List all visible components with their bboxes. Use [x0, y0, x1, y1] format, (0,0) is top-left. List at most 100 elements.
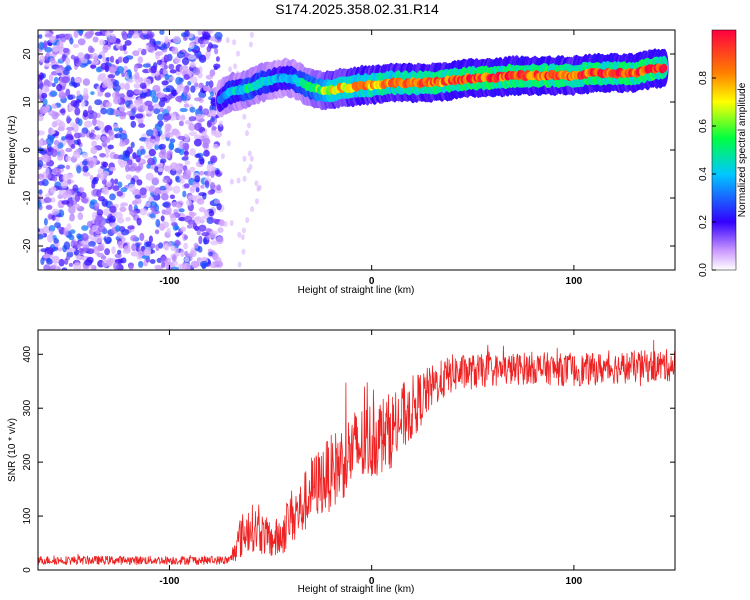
heatmap-cell	[81, 197, 89, 204]
heatmap-cell	[172, 185, 181, 194]
heatmap-cell	[49, 197, 56, 203]
heatmap-cell	[129, 103, 135, 109]
heatmap-cell	[41, 92, 48, 99]
heatmap-cell	[187, 195, 197, 201]
heatmap-cell	[90, 264, 95, 270]
heatmap-cell	[217, 227, 224, 234]
x-tick-label: -100	[159, 276, 179, 287]
y-tick-label: 0	[22, 147, 33, 153]
heatmap-cell	[254, 180, 259, 187]
x-tick-label: 100	[566, 276, 583, 287]
heatmap-cell	[117, 158, 123, 165]
heatmap-cell	[237, 231, 242, 238]
heatmap-cell	[53, 238, 59, 244]
heatmap-cell	[201, 262, 207, 269]
heatmap-cell	[143, 30, 148, 35]
heatmap-cell	[52, 175, 58, 182]
heatmap-cell	[78, 186, 84, 193]
heatmap-cell	[125, 174, 132, 180]
heatmap-cell	[70, 122, 76, 128]
heatmap-cell	[187, 54, 197, 60]
heatmap-cell	[49, 264, 57, 270]
heatmap-cell	[163, 243, 170, 251]
heatmap-cell	[113, 153, 120, 160]
heatmap-cell	[137, 56, 144, 64]
heatmap-cell	[87, 113, 94, 120]
heatmap-cell	[163, 113, 172, 121]
heatmap-cell	[128, 30, 135, 36]
heatmap-cell	[123, 245, 131, 252]
heatmap-cell	[135, 155, 141, 163]
heatmap-cell	[205, 81, 210, 86]
heatmap-cell	[46, 247, 54, 255]
heatmap-cell	[73, 203, 81, 209]
heatmap-cell	[48, 110, 56, 117]
heatmap-cell	[155, 219, 161, 228]
heatmap-cell	[54, 222, 61, 229]
heatmap-cell	[169, 194, 175, 200]
heatmap-cell	[198, 170, 205, 176]
heatmap-cell	[134, 194, 141, 199]
heatmap-cell	[67, 94, 74, 101]
heatmap-cell	[207, 190, 215, 195]
heatmap-cell	[178, 120, 184, 127]
heatmap-cell	[168, 141, 174, 150]
colorbar-tick-label: 0.8	[698, 71, 709, 85]
heatmap-cell	[153, 103, 160, 110]
heatmap-cell	[43, 40, 48, 49]
heatmap-cell	[141, 255, 150, 260]
heatmap-cell	[214, 47, 219, 55]
heatmap-cell	[122, 156, 130, 162]
heatmap-cell	[236, 177, 241, 184]
heatmap-cell	[139, 208, 148, 216]
heatmap-cell	[125, 55, 134, 60]
heatmap-cell	[147, 30, 152, 35]
heatmap-cell	[208, 80, 214, 89]
heatmap-cell	[194, 97, 203, 102]
heatmap-cell	[189, 106, 196, 113]
heatmap-cell	[82, 152, 89, 159]
heatmap-cell	[49, 90, 58, 97]
heatmap-cell	[171, 89, 178, 96]
heatmap-cell	[232, 39, 237, 46]
heatmap-cell	[97, 245, 104, 252]
heatmap-cell	[65, 64, 71, 70]
heatmap-cell	[124, 82, 130, 91]
heatmap-cell	[76, 233, 82, 240]
heatmap-cell	[112, 124, 119, 129]
heatmap-cell	[109, 205, 117, 213]
heatmap-cell	[216, 184, 221, 191]
heatmap-cell	[38, 130, 45, 136]
heatmap-cell	[117, 249, 122, 255]
heatmap-cell	[105, 30, 111, 38]
heatmap-cell	[164, 73, 170, 81]
heatmap-cell	[126, 89, 134, 98]
heatmap-cell	[194, 134, 203, 141]
heatmap-cell	[167, 93, 173, 100]
heatmap-cell	[38, 227, 41, 233]
heatmap-cell	[209, 233, 217, 239]
heatmap-cell	[162, 202, 170, 208]
heatmap-cell	[213, 66, 218, 71]
heatmap-cell	[132, 152, 137, 160]
heatmap-cell	[174, 247, 180, 254]
heatmap-cell	[152, 130, 159, 137]
heatmap-cell	[154, 144, 160, 151]
colorbar-tick-label: 0.0	[698, 263, 709, 277]
heatmap-cell	[105, 181, 112, 188]
heatmap-cell	[178, 147, 185, 156]
heatmap-cell	[117, 181, 123, 188]
heatmap-cell	[183, 215, 193, 223]
heatmap-cell	[211, 218, 218, 223]
heatmap-cell	[57, 164, 65, 169]
heatmap-cell	[169, 213, 175, 218]
heatmap-cell	[66, 115, 71, 124]
heatmap-cell	[107, 74, 116, 79]
heatmap-cell	[255, 198, 259, 205]
heatmap-cell	[135, 113, 144, 119]
snr-y-axis: 0 100 200 300 400	[22, 345, 675, 573]
heatmap-cell	[126, 78, 134, 84]
heatmap-noise-layer	[38, 30, 262, 270]
heatmap-cell	[81, 100, 86, 108]
heatmap-cell	[206, 45, 212, 53]
